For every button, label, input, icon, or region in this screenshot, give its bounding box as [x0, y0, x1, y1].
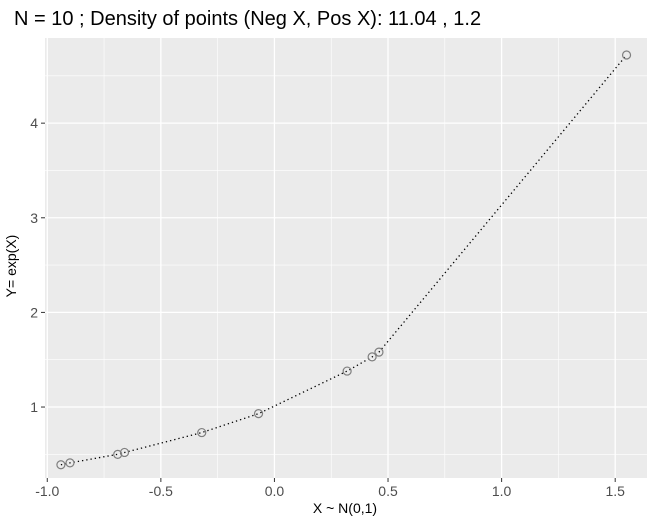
data-point: [113, 449, 123, 459]
data-point: [65, 458, 75, 468]
minor-gridlines: [45, 38, 647, 478]
y-axis-ticks: 1 2 3 4: [30, 115, 45, 415]
data-points: [56, 50, 632, 470]
data-point: [374, 347, 384, 357]
data-point: [342, 366, 352, 376]
y-axis-label: Y= exp(X): [3, 235, 19, 298]
data-point: [621, 50, 632, 60]
data-point: [197, 427, 207, 438]
x-tick-label: -1.0: [35, 483, 59, 499]
y-tick-label: 1: [30, 399, 38, 415]
y-tick-label: 2: [30, 304, 38, 320]
x-tick-label: 0.0: [265, 483, 285, 499]
plot-panel: [45, 38, 647, 478]
x-tick-label: 1.0: [492, 483, 512, 499]
x-tick-label: -0.5: [149, 483, 173, 499]
chart-title: N = 10 ; Density of points (Neg X, Pos X…: [14, 8, 481, 30]
x-axis-label: X ~ N(0,1): [313, 500, 377, 516]
data-point: [56, 460, 66, 470]
data-point: [253, 409, 264, 419]
x-tick-label: 0.5: [378, 483, 398, 499]
data-point: [119, 447, 130, 458]
y-tick-label: 4: [30, 115, 38, 131]
x-tick-label: 1.5: [605, 483, 625, 499]
data-point: [367, 352, 377, 362]
y-tick-label: 3: [30, 210, 38, 226]
x-axis-ticks: -1.0 -0.5 0.0 0.5 1.0 1.5: [35, 478, 625, 499]
major-gridlines: [45, 38, 647, 478]
